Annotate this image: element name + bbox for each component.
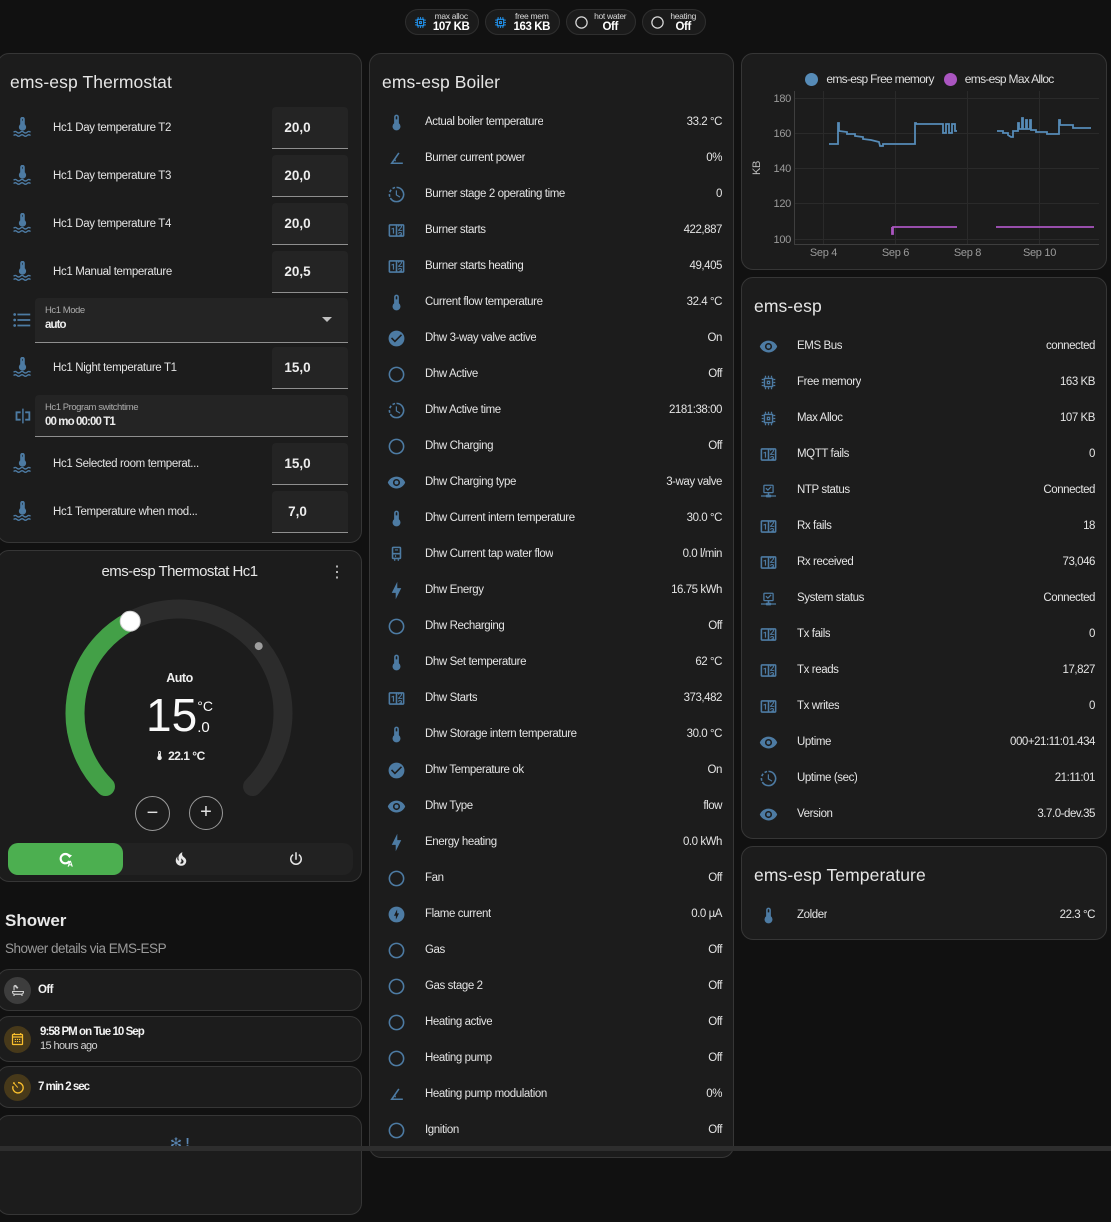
svg-text:Sep 8: Sep 8 xyxy=(954,247,981,259)
svg-text:Sep 10: Sep 10 xyxy=(1023,247,1056,259)
svg-text:Sep 4: Sep 4 xyxy=(810,247,837,259)
svg-text:140: 140 xyxy=(774,163,792,175)
svg-text:KB: KB xyxy=(751,161,763,175)
svg-text:120: 120 xyxy=(774,198,792,210)
svg-text:100: 100 xyxy=(774,234,792,246)
svg-text:160: 160 xyxy=(774,128,792,140)
svg-text:Sep 6: Sep 6 xyxy=(882,247,909,259)
svg-text:180: 180 xyxy=(774,93,792,105)
